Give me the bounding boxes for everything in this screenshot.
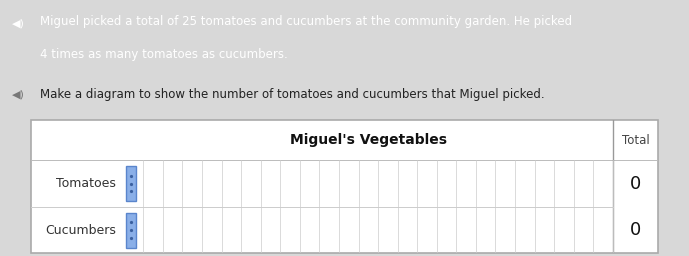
- FancyBboxPatch shape: [125, 213, 136, 248]
- Text: 0: 0: [630, 175, 641, 193]
- Text: 0: 0: [630, 221, 641, 239]
- Text: ◀): ◀): [12, 90, 25, 100]
- Text: Miguel's Vegetables: Miguel's Vegetables: [290, 133, 447, 147]
- Text: 4 times as many tomatoes as cucumbers.: 4 times as many tomatoes as cucumbers.: [40, 48, 288, 61]
- Text: ◀): ◀): [12, 18, 25, 28]
- Text: Total: Total: [621, 134, 649, 147]
- Text: Tomatoes: Tomatoes: [56, 177, 116, 190]
- FancyBboxPatch shape: [125, 166, 136, 201]
- Text: Make a diagram to show the number of tomatoes and cucumbers that Miguel picked.: Make a diagram to show the number of tom…: [40, 88, 544, 101]
- Text: Cucumbers: Cucumbers: [45, 224, 116, 237]
- Text: Miguel picked a total of 25 tomatoes and cucumbers at the community garden. He p: Miguel picked a total of 25 tomatoes and…: [40, 15, 572, 28]
